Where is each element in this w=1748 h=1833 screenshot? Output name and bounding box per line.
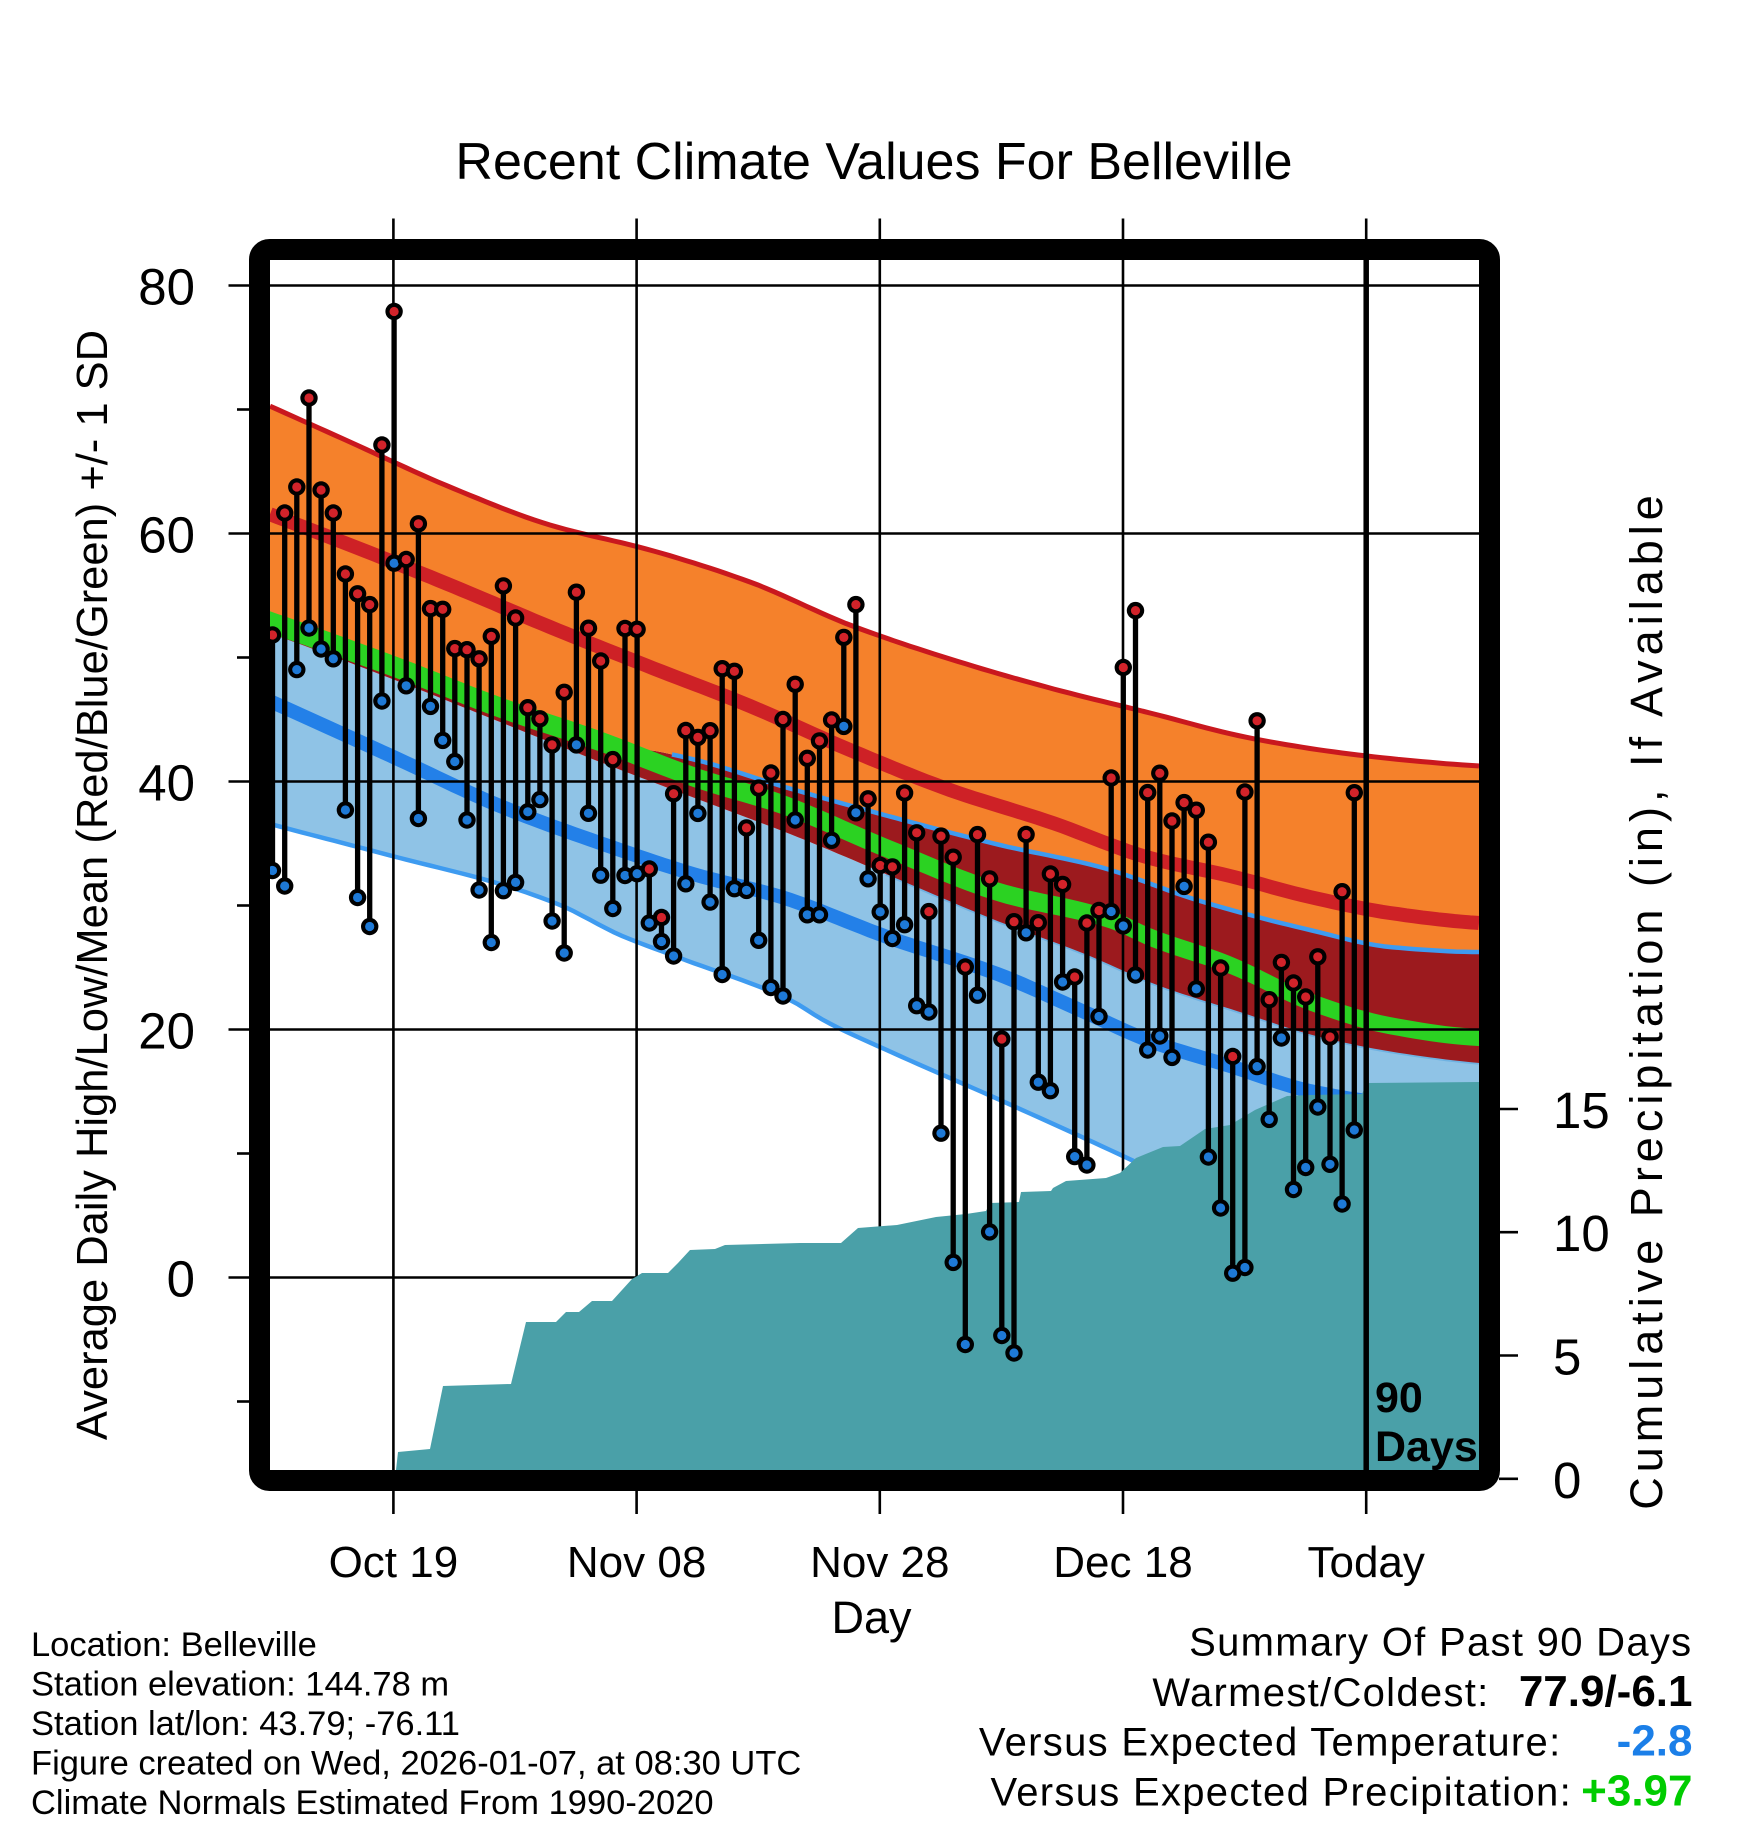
svg-text:+3.97: +3.97: [1581, 1766, 1692, 1815]
svg-text:15: 15: [1553, 1082, 1610, 1139]
svg-text:Figure created on Wed, 2026-01: Figure created on Wed, 2026-01-07, at 08…: [31, 1745, 801, 1783]
svg-text:Days: Days: [1375, 1423, 1478, 1471]
svg-text:Today: Today: [1307, 1538, 1424, 1587]
svg-text:Versus Expected Precipitation:: Versus Expected Precipitation:: [990, 1770, 1572, 1814]
svg-text:Dec 18: Dec 18: [1053, 1538, 1192, 1587]
svg-text:80: 80: [138, 259, 195, 316]
svg-text:-2.8: -2.8: [1617, 1717, 1693, 1766]
svg-text:77.9/-6.1: 77.9/-6.1: [1519, 1667, 1693, 1716]
svg-text:0: 0: [1553, 1452, 1581, 1509]
svg-text:60: 60: [138, 507, 195, 564]
svg-text:Nov 08: Nov 08: [567, 1538, 706, 1587]
svg-text:Station elevation: 144.78 m: Station elevation: 144.78 m: [31, 1666, 449, 1704]
svg-text:Warmest/Coldest:: Warmest/Coldest:: [1152, 1671, 1489, 1715]
svg-text:Location: Belleville: Location: Belleville: [31, 1626, 317, 1664]
svg-text:20: 20: [138, 1003, 195, 1060]
svg-text:90: 90: [1375, 1374, 1423, 1422]
svg-text:Day: Day: [831, 1592, 912, 1643]
svg-text:Cumulative Precipitation (in),: Cumulative Precipitation (in), If Availa…: [1621, 490, 1672, 1510]
svg-text:Nov 28: Nov 28: [810, 1538, 949, 1587]
svg-text:Station lat/lon: 43.79; -76.11: Station lat/lon: 43.79; -76.11: [31, 1705, 460, 1743]
svg-text:Oct 19: Oct 19: [329, 1538, 459, 1587]
svg-text:Versus Expected Temperature:: Versus Expected Temperature:: [979, 1721, 1562, 1765]
svg-text:Summary Of Past 90 Days: Summary Of Past 90 Days: [1189, 1620, 1692, 1664]
svg-text:Recent Climate Values For Bell: Recent Climate Values For Belleville: [455, 133, 1292, 191]
svg-text:5: 5: [1553, 1329, 1581, 1386]
svg-text:Average Daily High/Low/Mean (R: Average Daily High/Low/Mean (Red/Blue/Gr…: [69, 330, 117, 1440]
svg-text:10: 10: [1553, 1205, 1610, 1262]
svg-text:0: 0: [167, 1251, 195, 1308]
svg-text:Climate Normals Estimated From: Climate Normals Estimated From 1990-2020: [31, 1784, 714, 1822]
svg-text:40: 40: [138, 755, 195, 812]
